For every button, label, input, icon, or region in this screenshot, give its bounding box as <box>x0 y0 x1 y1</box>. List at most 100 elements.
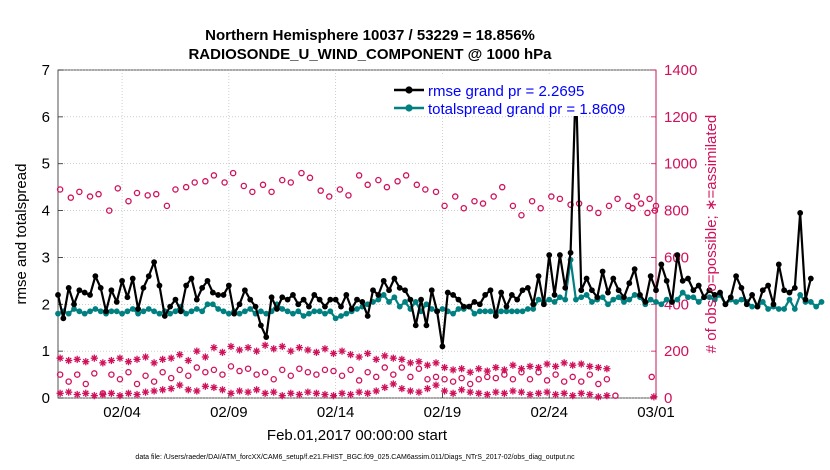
assimilated-marker-stroke <box>373 356 380 363</box>
totalspread-point <box>124 308 131 315</box>
assimilated-marker-stroke <box>304 346 311 353</box>
totalspread-point <box>733 299 739 305</box>
totalspread-point <box>220 308 227 315</box>
assimilated-marker-stroke <box>330 392 337 399</box>
totalspread-point <box>807 299 814 305</box>
assimilated-marker-stroke <box>253 386 260 393</box>
assimilated-marker <box>278 342 286 351</box>
totalspread-point <box>775 306 782 312</box>
assimilated-marker <box>312 348 321 356</box>
assimilated-marker <box>577 389 585 397</box>
assimilated-marker <box>398 355 406 363</box>
assimilated-marker-stroke <box>185 386 192 393</box>
totalspread-point <box>199 308 206 315</box>
rmse-point <box>733 273 739 280</box>
assimilated-marker <box>603 392 611 400</box>
assimilated-marker-stroke <box>356 389 363 396</box>
possible-marker <box>556 195 564 203</box>
totalspread-point <box>113 308 120 315</box>
rmse-point <box>765 282 772 289</box>
possible-marker <box>336 186 344 193</box>
rmse-point <box>306 303 312 310</box>
rmse-point <box>492 313 499 319</box>
rmse-point <box>530 301 537 308</box>
assimilated-marker-stroke <box>356 353 363 361</box>
assimilated-marker-stroke <box>424 385 431 392</box>
assimilated-marker <box>56 389 64 397</box>
rmse-point <box>781 287 788 294</box>
rmse-point <box>161 313 168 319</box>
totalspread-point <box>295 308 302 315</box>
totalspread-point <box>396 303 403 310</box>
assimilated-marker-stroke <box>603 365 610 372</box>
assimilated-marker-stroke <box>509 387 516 394</box>
assimilated-marker-stroke <box>116 355 123 362</box>
rmse-point <box>81 289 88 296</box>
assimilated-marker-stroke <box>561 390 568 397</box>
assimilated-marker <box>432 381 440 389</box>
totalspread-point <box>129 306 136 312</box>
possible-marker <box>221 179 228 186</box>
assimilated-marker-stroke <box>544 361 551 368</box>
x-tick-label: 02/04 <box>103 404 141 421</box>
totalspread-point <box>573 296 579 303</box>
assimilated-marker <box>321 345 329 353</box>
possible-marker <box>528 197 536 205</box>
rmse-point <box>402 287 408 294</box>
x-tick-label: 02/14 <box>317 404 355 421</box>
assimilated-marker <box>141 388 150 396</box>
possible-marker <box>595 380 602 388</box>
possible-marker <box>56 186 64 193</box>
rmse-point <box>274 306 280 312</box>
assimilated-marker <box>295 390 303 399</box>
assimilated-marker-stroke <box>586 363 593 370</box>
rmse-point <box>685 275 691 282</box>
possible-marker <box>441 376 448 383</box>
totalspread-point <box>711 296 718 303</box>
rmse-point <box>589 287 595 294</box>
possible-marker <box>172 186 179 193</box>
possible-marker <box>509 376 517 383</box>
totalspread-point <box>797 292 804 298</box>
rmse-point <box>113 299 120 305</box>
assimilated-marker-stroke <box>407 359 414 366</box>
possible-marker <box>287 179 295 186</box>
possible-marker <box>612 392 619 399</box>
assimilated-marker-stroke <box>202 353 209 361</box>
assimilated-marker-stroke <box>484 391 491 398</box>
totalspread-point <box>690 294 697 301</box>
possible-marker <box>415 365 423 372</box>
legend-label-rmse: rmse grand pr = 2.2695 <box>428 83 584 100</box>
assimilated-marker-stroke <box>65 357 72 364</box>
possible-marker <box>125 197 132 205</box>
totalspread-point <box>514 308 521 315</box>
possible-marker <box>108 371 115 378</box>
assimilated-marker-stroke <box>569 362 576 369</box>
possible-marker <box>325 193 333 200</box>
possible-marker <box>321 366 329 374</box>
assimilated-marker-stroke <box>458 365 465 372</box>
assimilated-marker <box>73 355 81 363</box>
rmse-point <box>642 299 649 305</box>
y-right-tick-label: 800 <box>664 203 689 220</box>
assimilated-marker-stroke <box>245 389 252 396</box>
assimilated-marker-stroke <box>364 350 371 357</box>
assimilated-marker <box>338 347 346 355</box>
possible-marker <box>637 200 645 207</box>
metric-lines <box>55 76 825 350</box>
rmse-point <box>348 306 355 312</box>
rmse-point <box>322 303 328 310</box>
assimilated-marker <box>99 359 107 367</box>
possible-marker <box>614 195 621 203</box>
totalspread-point <box>306 310 312 317</box>
possible-marker <box>163 202 171 210</box>
possible-marker <box>648 373 655 381</box>
assimilated-marker <box>244 388 252 396</box>
rmse-point <box>97 284 104 291</box>
assimilated-marker <box>235 387 244 395</box>
assimilated-marker <box>586 390 594 399</box>
rmse-point <box>791 284 798 291</box>
possible-marker <box>304 368 312 376</box>
totalspread-point <box>204 301 211 308</box>
assimilated-marker-stroke <box>99 359 106 366</box>
